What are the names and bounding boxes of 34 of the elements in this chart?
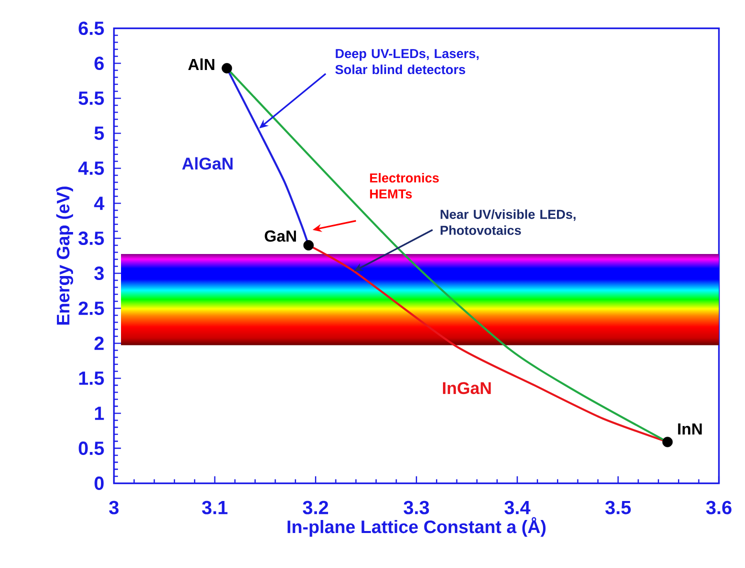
- x-tick-label: 3.3: [404, 500, 429, 514]
- x-tick-label: 3.6: [706, 500, 732, 514]
- annotation: Near UV/visible LEDs, Photovotaics: [440, 209, 576, 235]
- annotation: GaN: [264, 230, 296, 242]
- x-axis-title: In-plane Lattice Constant a (Å): [288, 517, 546, 537]
- y-tick-label: 0.5: [78, 442, 104, 456]
- y-tick-label: 6.5: [78, 22, 104, 36]
- y-tick-label: 5: [94, 126, 104, 140]
- point: [303, 240, 314, 250]
- y-tick-label: 3.5: [78, 232, 104, 246]
- y-tick-label: 4.5: [78, 162, 104, 175]
- y-tick-label: 3: [94, 266, 104, 280]
- x-tick-label: 3.4: [504, 500, 530, 514]
- point: [662, 436, 673, 448]
- annotation: Deep UV-LEDs, Lasers, Solar blind detectors: [335, 49, 479, 74]
- y-tick-label: 1: [95, 406, 104, 420]
- point: [222, 62, 232, 74]
- y-tick-label: 5.5: [78, 92, 104, 105]
- y-tick-label: 2.5: [78, 302, 104, 316]
- text: AlGaN: [182, 157, 233, 170]
- x-tick-label: 3.1: [202, 500, 228, 514]
- y-tick-label: 2: [94, 336, 104, 350]
- annotation: Electronics HEMTs: [370, 172, 439, 199]
- x-tick-label: 3: [109, 500, 119, 514]
- annotation: InN: [678, 423, 702, 434]
- series-label: InGaN: [442, 382, 491, 394]
- y-axis-title: Energy Gap (eV): [56, 186, 74, 325]
- y-tick-label: 1.5: [79, 372, 104, 385]
- x-tick-label: 3.5: [605, 500, 631, 514]
- x-tick-label: 3.2: [302, 500, 328, 514]
- y-tick-label: 4: [94, 196, 104, 210]
- y-tick-label: 0: [94, 476, 104, 490]
- annotation: AlN: [188, 58, 214, 70]
- y-tick-label: 6: [94, 56, 104, 70]
